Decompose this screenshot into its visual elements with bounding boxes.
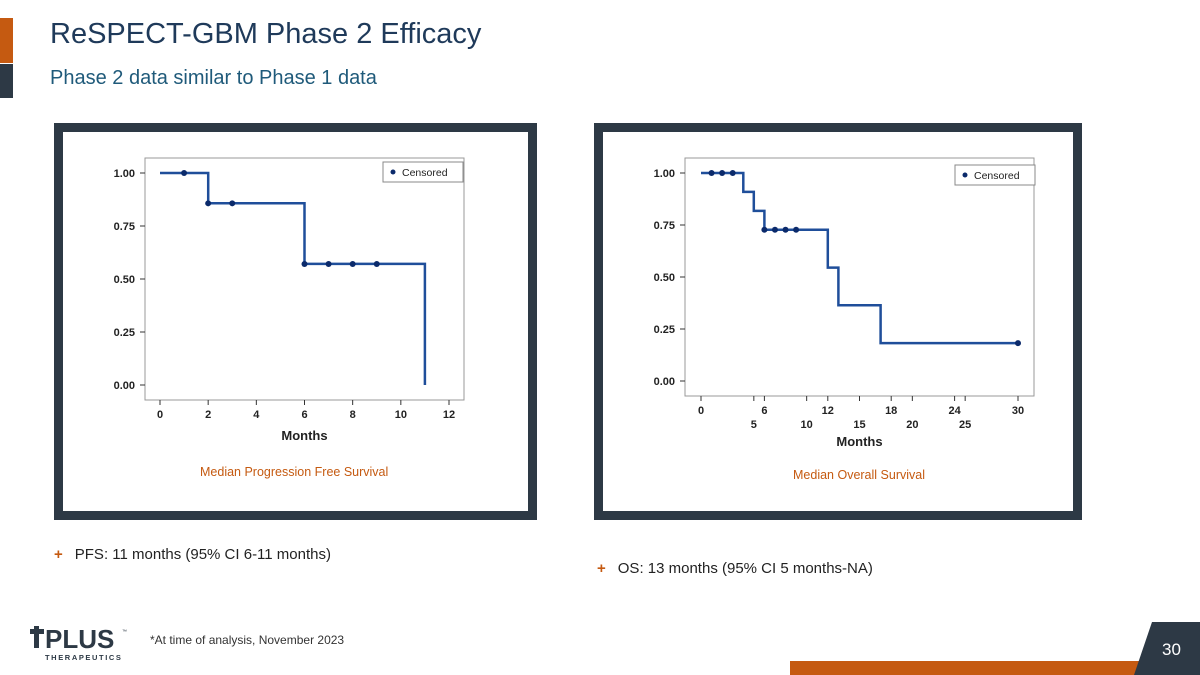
y-tick-label: 0.50 — [114, 274, 135, 286]
censored-point — [325, 260, 332, 267]
x-tick-label: 25 — [959, 419, 971, 431]
x-tick-label: 30 — [1012, 405, 1024, 417]
x-tick-label: 6 — [761, 405, 767, 417]
censored-point — [349, 260, 356, 267]
censored-point — [205, 200, 212, 207]
accent-bar-orange — [0, 18, 13, 63]
x-tick-label: 2 — [205, 409, 211, 421]
x-tick-label: 10 — [801, 419, 813, 431]
x-tick-label: 0 — [157, 409, 163, 421]
pfs-km-chart: 0.00 0.25 0.50 0.75 1.00 0 2 4 6 8 10 12 Months Censo… — [114, 157, 465, 443]
x-tick-label: 12 — [443, 409, 455, 421]
plot-frame — [684, 157, 1035, 397]
os-bullet: + OS: 13 months (95% CI 5 months-NA) — [597, 560, 873, 577]
x-tick-label: 4 — [253, 409, 260, 421]
x-axis-label: Months — [836, 434, 882, 449]
pfs-chart-area: 0.00 0.25 0.50 0.75 1.00 0 2 4 6 8 10 12 Months Censo… — [63, 132, 528, 511]
censored-point — [782, 226, 789, 233]
logo-wordmark: PLUS — [45, 626, 114, 654]
censored-point — [229, 200, 236, 207]
logo-trademark: ™ — [122, 629, 127, 635]
censored-point — [729, 170, 736, 176]
bullet-plus-icon: + — [597, 560, 606, 577]
x-tick-label: 24 — [948, 405, 961, 417]
x-tick-label: 12 — [822, 405, 834, 417]
censored-point — [771, 226, 778, 233]
y-tick-label: 0.25 — [114, 327, 135, 339]
legend-label: Censored — [974, 170, 1020, 182]
censored-point — [181, 170, 188, 176]
logo-subtext: THERAPEUTICS — [45, 653, 123, 662]
pfs-caption: Median Progression Free Survival — [200, 465, 389, 479]
censored-point — [373, 260, 380, 267]
x-tick-label: 8 — [350, 409, 356, 421]
x-axis-label: Months — [281, 428, 327, 443]
slide-subtitle: Phase 2 data similar to Phase 1 data — [50, 67, 377, 89]
os-caption: Median Overall Survival — [793, 468, 925, 482]
survival-curve — [160, 171, 427, 385]
footnote: *At time of analysis, November 2023 — [150, 633, 345, 647]
censored-point — [793, 226, 800, 233]
x-tick-label: 6 — [301, 409, 307, 421]
page-number: 30 — [1162, 640, 1181, 659]
y-tick-label: 0.00 — [114, 380, 135, 392]
censored-point — [708, 170, 715, 176]
x-tick-label: 10 — [395, 409, 407, 421]
x-tick-label: 15 — [853, 419, 865, 431]
y-tick-label: 1.00 — [654, 168, 675, 180]
x-tick-label: 20 — [906, 419, 918, 431]
y-tick-label: 0.75 — [654, 220, 675, 232]
os-bullet-text: OS: 13 months (95% CI 5 months-NA) — [617, 560, 873, 577]
x-tick-label: 5 — [751, 419, 757, 431]
bullet-plus-icon: + — [54, 546, 63, 563]
censored-point — [719, 170, 726, 176]
footer-orange-bar — [790, 661, 1150, 675]
legend-marker — [962, 172, 968, 178]
legend-label: Censored — [402, 167, 448, 179]
x-tick-label: 18 — [885, 405, 897, 417]
slide-title: ReSPECT-GBM Phase 2 Efficacy — [50, 18, 482, 50]
os-km-chart: 0.00 0.25 0.50 0.75 1.00 0 56 10 12 15 18 20 24 25 30 M… — [654, 157, 1036, 449]
pfs-bullet-text: PFS: 11 months (95% CI 6-11 months) — [74, 546, 331, 563]
y-tick-label: 0.50 — [654, 272, 675, 284]
survival-curve — [701, 171, 1018, 345]
legend-marker — [390, 169, 396, 175]
os-chart-area: 0.00 0.25 0.50 0.75 1.00 0 5 6 10 12 15 18 20 24 25 30 M… — [603, 132, 1073, 511]
plus-logo-icon: PLUS ™ THERAPEUTICS — [30, 624, 127, 662]
pfs-chart-panel: 0.00 0.25 0.50 0.75 1.00 0 2 4 6 8 10 12 Months Censo… — [54, 123, 537, 520]
plot-frame — [144, 157, 465, 401]
accent-bar-navy — [0, 64, 13, 98]
y-tick-label: 1.00 — [114, 168, 135, 180]
legend-box — [382, 161, 464, 183]
legend-box — [954, 164, 1036, 186]
y-tick-label: 0.00 — [654, 376, 675, 388]
os-chart-panel: 0.00 0.25 0.50 0.75 1.00 0 5 6 10 12 15 18 20 24 25 30 M… — [594, 123, 1082, 520]
censored-point — [1015, 340, 1021, 347]
censored-point — [761, 226, 768, 233]
pfs-bullet: + PFS: 11 months (95% CI 6-11 months) — [54, 546, 331, 563]
plus-therapeutics-logo: PLUS ™ THERAPEUTICS — [28, 624, 132, 662]
x-tick-label: 0 — [698, 405, 704, 417]
censored-point — [301, 260, 308, 267]
y-tick-label: 0.25 — [654, 324, 675, 336]
y-tick-label: 0.75 — [114, 221, 135, 233]
